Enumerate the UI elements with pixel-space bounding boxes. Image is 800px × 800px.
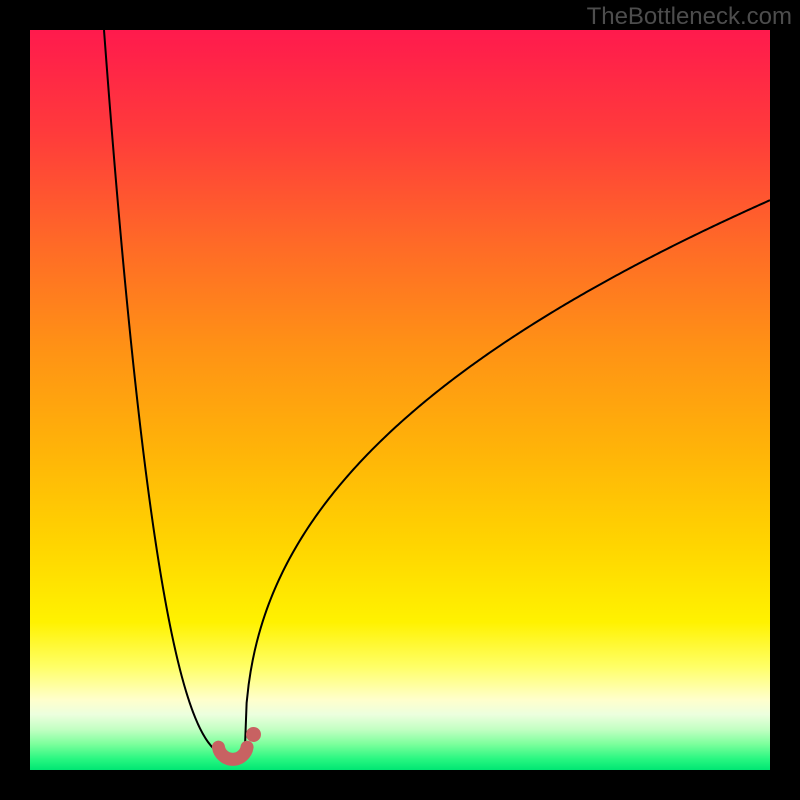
bottleneck-chart: TheBottleneck.com bbox=[0, 0, 800, 800]
vertex-marker-dot bbox=[246, 727, 261, 742]
chart-svg: TheBottleneck.com bbox=[0, 0, 800, 800]
attribution-text: TheBottleneck.com bbox=[587, 3, 792, 30]
plot-background bbox=[30, 30, 770, 770]
